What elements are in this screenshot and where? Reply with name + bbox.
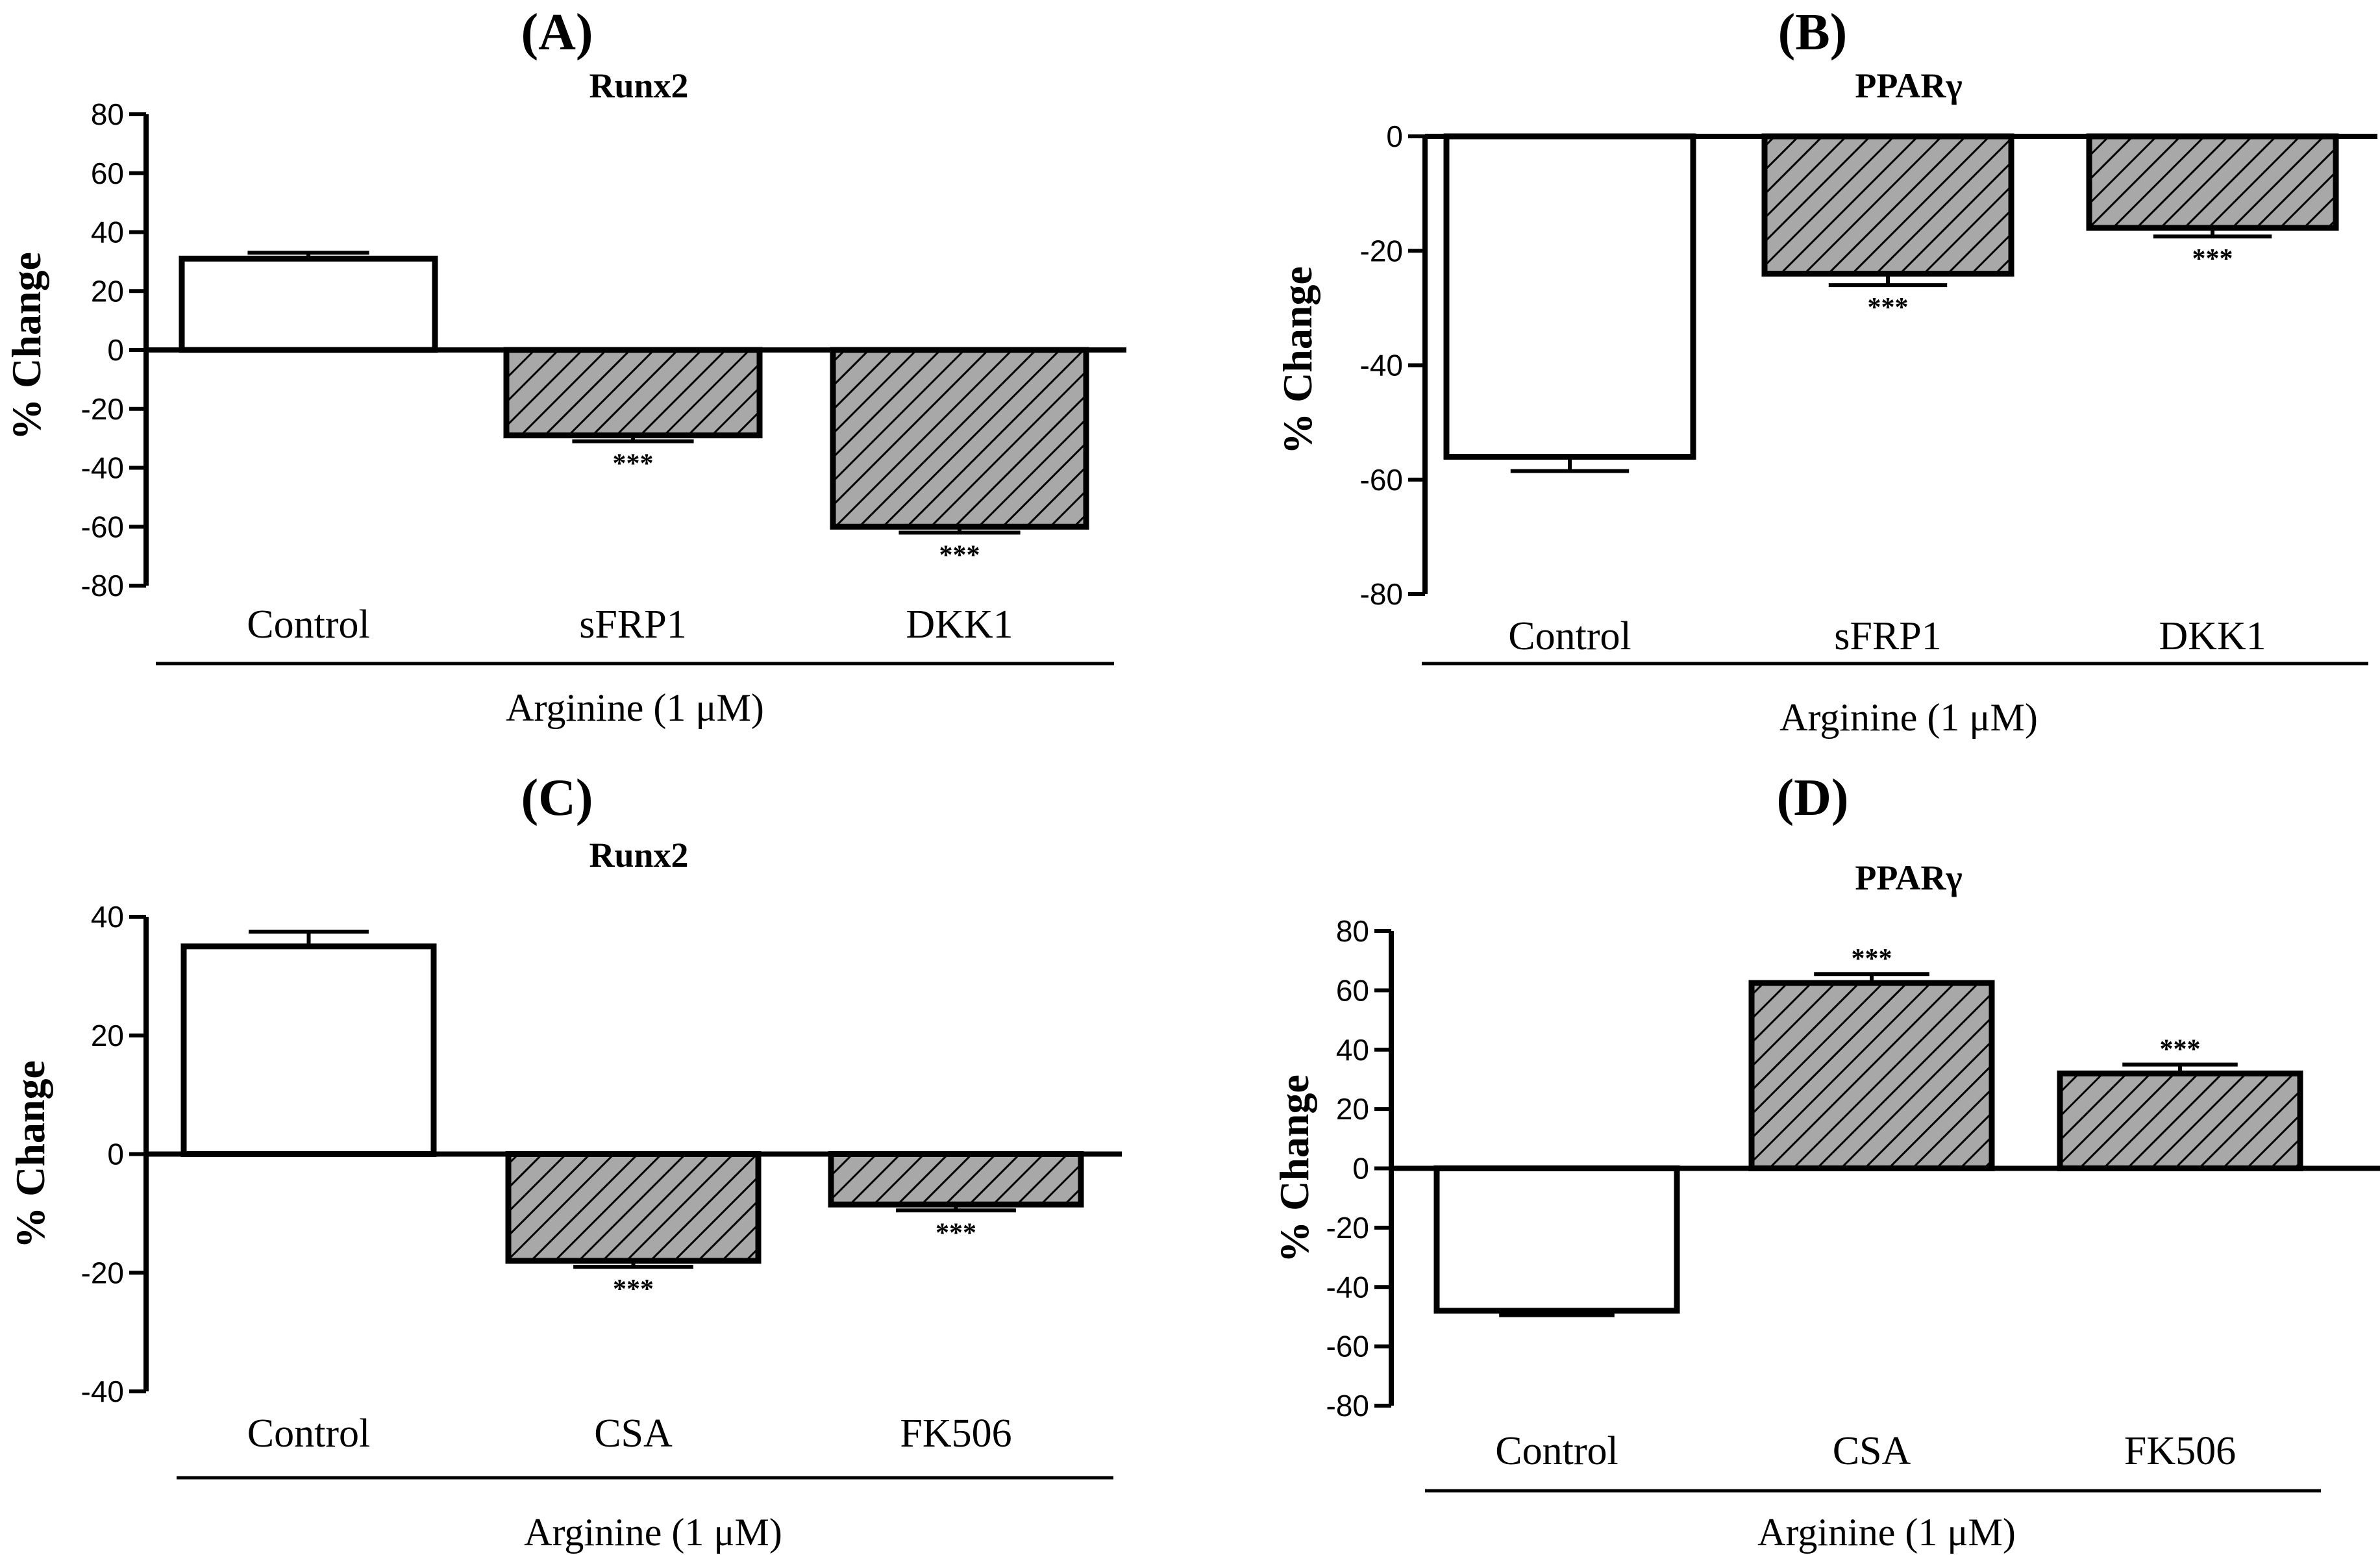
y-tick-label: -80 [81,569,124,603]
group-label: Arginine (1 μM) [506,686,764,729]
y-axis-label: % Change [7,1060,53,1249]
bar [2057,1070,2303,1172]
category-label: FK506 [900,1412,1011,1456]
significance-marker: *** [1868,293,1909,323]
bar [830,347,1089,530]
bar [828,1151,1084,1208]
significance-marker: *** [936,1218,976,1248]
category-label: Control [1508,614,1631,658]
y-axis-label: % Change [3,252,49,440]
panel-letter: (D) [1776,769,1848,827]
category-label: DKK1 [2159,614,2266,658]
bar [1433,1165,1680,1314]
y-tick-label: 60 [1336,973,1369,1007]
y-tick-label: -60 [1360,463,1403,497]
category-label: CSA [1833,1429,1911,1473]
significance-marker: *** [939,540,980,570]
y-tick-label: 0 [1352,1152,1369,1186]
y-tick-label: 0 [107,1138,124,1171]
significance-marker: *** [2192,244,2233,274]
y-tick-label: 20 [1336,1092,1369,1126]
y-tick-label: -20 [81,392,124,426]
y-tick-label: 40 [1336,1033,1369,1067]
y-tick-label: -20 [1360,234,1403,267]
bar [1443,133,1696,460]
bar [180,943,437,1157]
category-label: CSA [594,1412,673,1456]
bar [1761,133,2014,277]
y-tick-label: 40 [91,216,124,249]
bar [2086,133,2339,231]
chart-title: Runx2 [589,66,688,105]
y-tick-label: -40 [81,1375,124,1408]
y-tick-label: 80 [1336,914,1369,948]
bar [503,347,763,439]
category-label: sFRP1 [579,603,686,647]
bar [179,255,438,353]
group-label: Arginine (1 μM) [1757,1511,2016,1554]
category-label: Control [1495,1429,1618,1473]
category-label: FK506 [2124,1429,2236,1473]
y-tick-label: -80 [1326,1389,1369,1423]
significance-marker: *** [613,1275,654,1304]
y-tick-label: -20 [81,1256,124,1289]
y-tick-label: -20 [1326,1211,1369,1245]
category-label: Control [247,603,369,647]
significance-marker: *** [1852,944,1892,974]
chart-title: Runx2 [589,836,688,875]
panel-letter: (B) [1778,4,1848,61]
y-axis-label: % Change [1274,266,1320,454]
y-tick-label: 60 [91,156,124,190]
y-tick-label: 20 [91,274,124,308]
chart-title: PPARγ [1855,858,1962,897]
y-tick-label: -60 [81,510,124,543]
category-label: DKK1 [906,603,1013,647]
y-tick-label: 0 [1386,119,1403,153]
significance-marker: *** [2160,1035,2201,1065]
y-axis-label: % Change [1271,1075,1317,1263]
y-tick-label: 80 [91,97,124,131]
category-label: Control [247,1412,370,1456]
chart-title: PPARγ [1855,66,1962,105]
bar [505,1151,762,1264]
significance-marker: *** [613,449,654,479]
y-tick-label: -60 [1326,1330,1369,1363]
bar [1748,980,1995,1171]
y-tick-label: 40 [91,900,124,934]
group-label: Arginine (1 μM) [1779,696,2038,739]
y-tick-label: -80 [1360,577,1403,611]
y-tick-label: -40 [1360,349,1403,382]
panel-letter: (C) [521,769,593,827]
y-tick-label: 0 [107,333,124,367]
group-label: Arginine (1 μM) [524,1511,782,1554]
category-label: sFRP1 [1834,614,1941,658]
y-tick-label: -40 [1326,1270,1369,1304]
panel-letter: (A) [521,4,593,61]
y-tick-label: 20 [91,1019,124,1052]
y-tick-label: -40 [81,451,124,485]
